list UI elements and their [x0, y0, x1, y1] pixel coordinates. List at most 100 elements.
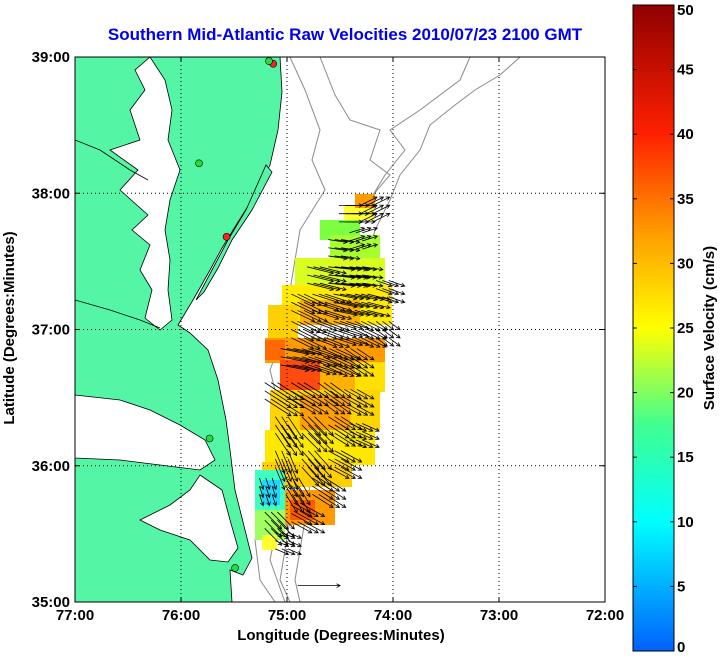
velocity-vector: [372, 196, 391, 206]
velocity-vector: [362, 243, 379, 250]
radar-sites: [195, 57, 278, 572]
velocity-vector: [277, 398, 305, 417]
velocity-vector: [362, 431, 380, 440]
velocity-vector: [303, 521, 326, 534]
velocity-vector: [319, 266, 347, 275]
colorbar-tick-label: 10: [677, 514, 694, 531]
velocity-vector: [293, 348, 323, 356]
velocity-vector: [367, 337, 388, 348]
velocity-vector: [303, 301, 329, 315]
colorbar-tick-label: 20: [677, 385, 694, 402]
velocity-vector: [382, 280, 400, 288]
velocity-vector: [324, 477, 347, 492]
colorbar-tick-label: 40: [677, 126, 694, 143]
radar-site-marker: [231, 564, 239, 572]
velocity-vector: [333, 329, 357, 339]
velocity-vector: [281, 450, 292, 474]
velocity-vector: [372, 212, 391, 223]
velocity-vector: [372, 204, 391, 215]
y-axis-label: Latitude (Degrees:Minutes): [1, 231, 18, 424]
velocity-vector: [355, 282, 378, 288]
velocity-vector: [265, 494, 271, 507]
velocity-vector: [312, 293, 340, 304]
velocity-vector: [298, 477, 311, 498]
colorbar-tick-label: 45: [677, 62, 694, 79]
velocity-vector: [297, 310, 322, 323]
velocity-vector: [275, 548, 290, 556]
velocity-vector: [334, 466, 357, 479]
velocity-vector: [293, 364, 323, 373]
velocity-vector: [297, 301, 322, 315]
velocity-vector: [271, 486, 278, 499]
velocity-vector: [367, 293, 391, 302]
velocity-vector: [314, 356, 344, 368]
velocity-vector: [388, 288, 406, 296]
velocity-vector: [297, 382, 323, 399]
colorbar-tick-label: 15: [677, 449, 694, 466]
velocity-vector: [356, 356, 375, 369]
velocity-vector: [355, 423, 374, 432]
velocity-vector: [291, 494, 304, 514]
velocity-vector: [297, 337, 321, 350]
velocity-vector: [270, 382, 298, 400]
velocity-vector: [334, 266, 362, 272]
velocity-vector: [362, 439, 380, 449]
velocity-vector: [274, 458, 286, 483]
velocity-vector: [388, 329, 401, 339]
velocity-vector: [312, 320, 338, 332]
velocity-vector: [301, 432, 322, 453]
velocity-vector: [281, 416, 298, 440]
velocity-vector: [265, 477, 271, 491]
velocity-vector: [274, 466, 286, 491]
colorbar-label: Surface Velocity (cm/s): [701, 246, 718, 410]
velocity-vector: [291, 293, 316, 306]
velocity-vector: [325, 293, 353, 304]
velocity-vector: [375, 280, 393, 288]
velocity-vector: [297, 390, 323, 407]
velocity-vector: [317, 398, 339, 415]
velocity-vector: [334, 432, 356, 447]
velocity-vector: [314, 450, 332, 471]
velocity-vector: [341, 239, 361, 245]
velocity-vector: [323, 398, 346, 415]
velocity-vector: [341, 266, 369, 272]
y-tick-label: 38:00: [32, 185, 70, 202]
velocity-vector: [259, 494, 265, 507]
velocity-vector: [362, 282, 384, 288]
velocity-vector: [334, 416, 356, 431]
velocity-vector: [367, 329, 388, 340]
velocity-vector: [297, 320, 321, 334]
velocity-vector: [328, 432, 350, 447]
velocity-vector: [356, 405, 375, 416]
velocity-vector: [350, 405, 369, 416]
x-tick-label: 73:00: [480, 607, 518, 624]
velocity-vector: [287, 424, 304, 449]
velocity-vector: [349, 243, 366, 250]
x-axis-ticks: 77:00 76:00 75:00 74:00 73:00 72:00: [56, 607, 624, 624]
velocity-vector: [281, 540, 296, 548]
velocity-vector: [277, 511, 295, 530]
velocity-vector: [388, 337, 401, 347]
velocity-vector: [361, 320, 381, 332]
velocity-vector: [356, 364, 375, 377]
velocity-vector: [349, 439, 368, 449]
y-tick-label: 39:00: [32, 49, 70, 66]
velocity-vector: [319, 282, 347, 292]
velocity-vector: [275, 424, 291, 449]
velocity-vector: [318, 494, 341, 508]
velocity-vector: [303, 398, 329, 415]
y-axis-ticks: 35:00 36:00 37:00 38:00 39:00: [32, 49, 70, 611]
velocity-vector: [350, 397, 369, 408]
velocity-vector: [362, 266, 384, 272]
delmarva-islands: [195, 164, 273, 301]
velocity-vector: [303, 329, 328, 342]
velocity-vector: [287, 416, 304, 440]
velocity-vector: [388, 280, 406, 288]
velocity-vector: [308, 364, 338, 376]
velocity-vector: [281, 432, 298, 457]
velocity-vector: [355, 243, 372, 250]
velocity-vector: [362, 226, 379, 234]
velocity-vector: [317, 382, 339, 399]
velocity-vector: [291, 301, 316, 315]
velocity-vector: [356, 348, 375, 361]
